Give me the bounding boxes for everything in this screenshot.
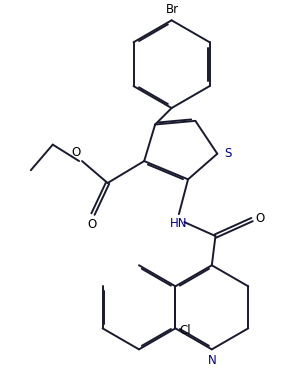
Text: Br: Br (166, 3, 179, 16)
Text: O: O (88, 218, 97, 231)
Text: S: S (224, 147, 231, 160)
Text: N: N (207, 354, 216, 367)
Text: Cl: Cl (180, 324, 192, 337)
Text: O: O (256, 212, 265, 225)
Text: HN: HN (169, 217, 187, 230)
Text: O: O (71, 146, 80, 159)
